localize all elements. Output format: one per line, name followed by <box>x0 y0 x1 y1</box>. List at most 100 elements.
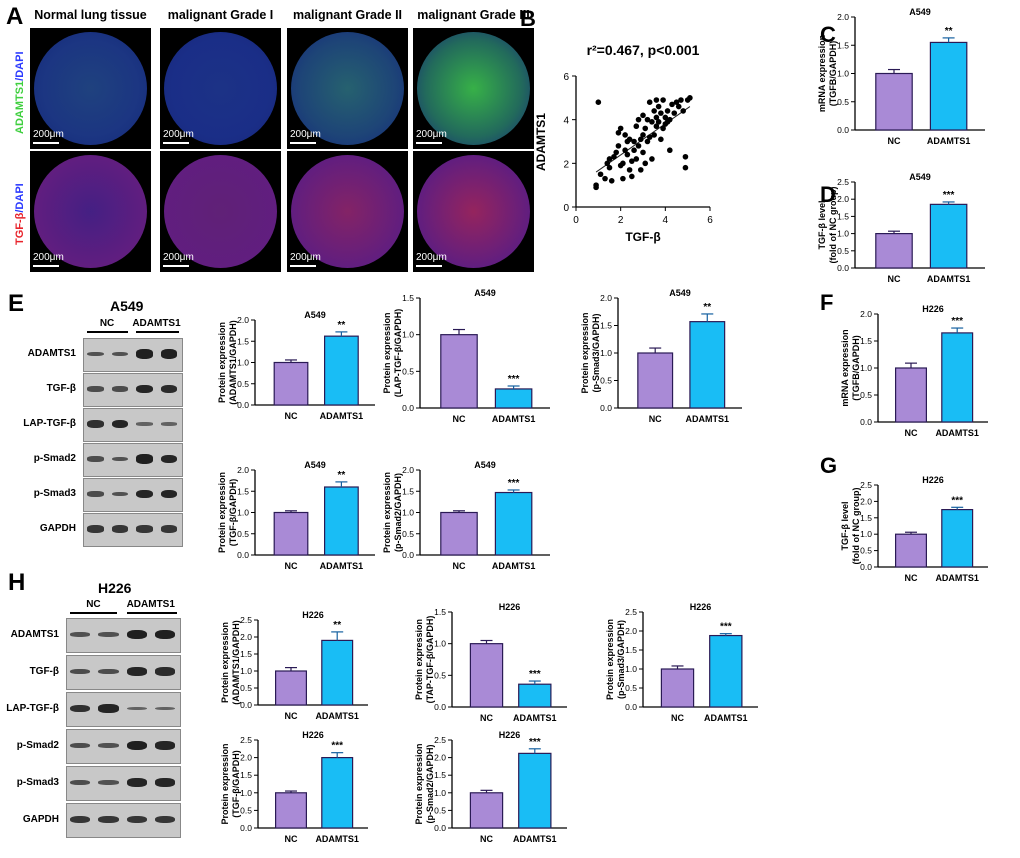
scatter-point-b-1 <box>593 182 599 188</box>
tissue-core-1-0 <box>34 155 147 268</box>
y-tick-label-h1-0: 0.0 <box>240 700 252 710</box>
h226-band-tgf--0 <box>70 668 91 675</box>
x-tick-label-h5-1: ADAMTS1 <box>513 834 557 844</box>
y-tick-label-e1-3: 1.5 <box>237 336 249 346</box>
x-tick-label-f-1: ADAMTS1 <box>935 428 979 438</box>
scatter-point-b-21 <box>626 136 633 143</box>
x-tick-label-e4-0: NC <box>285 561 298 571</box>
h226-row-label-p-smad2: p-Smad2 <box>16 739 59 751</box>
chart-title-h2: H226 <box>499 602 521 612</box>
y-axis-label-g-1: (fold of NC group) <box>851 488 861 565</box>
scatter-point-b-48 <box>655 119 662 125</box>
y-tick-label-d-2: 1.0 <box>837 229 849 239</box>
a549-band-tgf--3 <box>160 384 177 394</box>
blot-title-a549: A549 <box>110 298 144 314</box>
y-tick-label-d-5: 2.5 <box>837 177 849 187</box>
chart-title-c: A549 <box>909 7 931 17</box>
a549-group-line-nc <box>87 331 129 333</box>
x-tick-label-c-0: NC <box>888 136 901 146</box>
scatter-point-b-49 <box>658 136 664 143</box>
chart-title-b: r²=0.467, p<0.001 <box>587 42 700 58</box>
scatter-point-b-37 <box>644 116 651 123</box>
x-tick-label-b-0: 0 <box>573 215 579 226</box>
scatter-point-b-9 <box>611 153 617 160</box>
x-tick-label-e3-1: ADAMTS1 <box>686 414 730 424</box>
y-tick-label-h2-1: 0.5 <box>434 670 446 680</box>
bar-e1-1 <box>324 335 359 406</box>
chart-title-e4: A549 <box>304 460 326 470</box>
x-tick-label-h5-0: NC <box>480 834 493 844</box>
y-tick-label-h5-3: 1.5 <box>434 770 446 780</box>
h226-row-label-gapdh: GAPDH <box>22 813 59 825</box>
y-tick-label-e4-3: 1.5 <box>237 486 249 496</box>
y-tick-label-h1-3: 1.5 <box>240 649 252 659</box>
bar-h3-1 <box>709 634 743 708</box>
bar-h1-1 <box>321 639 354 706</box>
x-tick-label-e2-0: NC <box>453 414 466 424</box>
scatter-point-b-60 <box>671 110 678 116</box>
x-tick-label-h2-0: NC <box>480 713 493 723</box>
panel-label-g: G <box>820 453 837 478</box>
a549-band-p-smad3-2 <box>136 489 153 499</box>
chart-title-h4: H226 <box>302 730 324 740</box>
scatter-point-b-11 <box>615 143 622 149</box>
significance-e2: *** <box>508 374 520 385</box>
y-tick-label-b-2: 4 <box>563 116 569 127</box>
y-axis-label-f-0: mRNA expression <box>840 329 850 406</box>
scatter-point-b-40 <box>646 99 653 105</box>
panel-label-f: F <box>820 290 833 315</box>
a549-row-label-lap-tgf-: LAP-TGF-β <box>23 418 76 429</box>
h226-band-p-smad2-3 <box>154 741 175 750</box>
y-tick-label-e4-1: 0.5 <box>237 529 249 539</box>
bar-h2-1 <box>518 683 552 708</box>
y-axis-label-f-1: (TGFB/GAPDH) <box>851 335 861 401</box>
scatter-point-b-66 <box>682 164 689 171</box>
y-tick-label-e2-0: 0.0 <box>402 403 414 413</box>
h226-band-adamts1-3 <box>154 629 175 640</box>
significance-g: *** <box>951 495 963 506</box>
tissue-core-0-1 <box>164 32 277 145</box>
bar-e2-1 <box>494 388 533 409</box>
scatter-point-b-69 <box>653 97 660 103</box>
x-tick-label-e2-1: ADAMTS1 <box>492 414 536 424</box>
y-tick-label-h4-2: 1.0 <box>240 788 252 798</box>
bar-e4-1 <box>324 486 359 556</box>
tissue-core-1-1 <box>164 155 277 268</box>
bar-e4-0 <box>273 511 309 556</box>
y-tick-label-h1-1: 0.5 <box>240 683 252 693</box>
scale-label-0-3: 200μm <box>416 129 447 140</box>
a549-row-label-gapdh: GAPDH <box>39 523 76 534</box>
a549-band-gapdh-3 <box>160 525 177 533</box>
bar-h2-0 <box>469 643 504 708</box>
h226-band-adamts1-1 <box>98 632 119 637</box>
chart-title-g: H226 <box>922 475 944 485</box>
a549-row-label-adamts1: ADAMTS1 <box>27 348 76 359</box>
h226-band-lap-tgf--3 <box>154 706 175 711</box>
y-tick-label-e5-3: 1.5 <box>402 486 414 496</box>
a549-band-adamts1-0 <box>87 351 104 357</box>
x-tick-label-h4-1: ADAMTS1 <box>315 834 359 844</box>
x-tick-label-h1-1: ADAMTS1 <box>315 711 359 721</box>
y-tick-label-e2-2: 1.0 <box>402 330 414 340</box>
h226-band-p-smad3-0 <box>70 779 91 786</box>
y-tick-label-h3-3: 1.5 <box>625 645 637 655</box>
bar-f-0 <box>894 367 927 423</box>
scatter-point-b-46 <box>653 123 660 130</box>
scatter-point-b-68 <box>687 95 693 101</box>
column-title-3: malignant Grade III <box>417 8 530 22</box>
h226-band-lap-tgf--2 <box>126 706 147 711</box>
y-tick-label-h3-2: 1.0 <box>625 664 637 674</box>
y-axis-label-h4-0: Protein expression <box>220 743 230 824</box>
a549-row-label-p-smad2: p-Smad2 <box>33 453 76 464</box>
y-axis-label-g-0: TGF-β level <box>840 501 850 550</box>
a549-band-lap-tgf--0 <box>87 420 104 428</box>
scatter-point-b-4 <box>602 175 608 182</box>
panel-label-e: E <box>8 290 25 317</box>
bar-h1-0 <box>275 670 308 706</box>
y-tick-label-h2-0: 0.0 <box>434 702 446 712</box>
h226-band-lap-tgf--1 <box>98 704 119 713</box>
a549-band-lap-tgf--3 <box>160 422 177 426</box>
bar-f-1 <box>941 332 974 423</box>
scale-bar-1-3 <box>416 265 442 267</box>
